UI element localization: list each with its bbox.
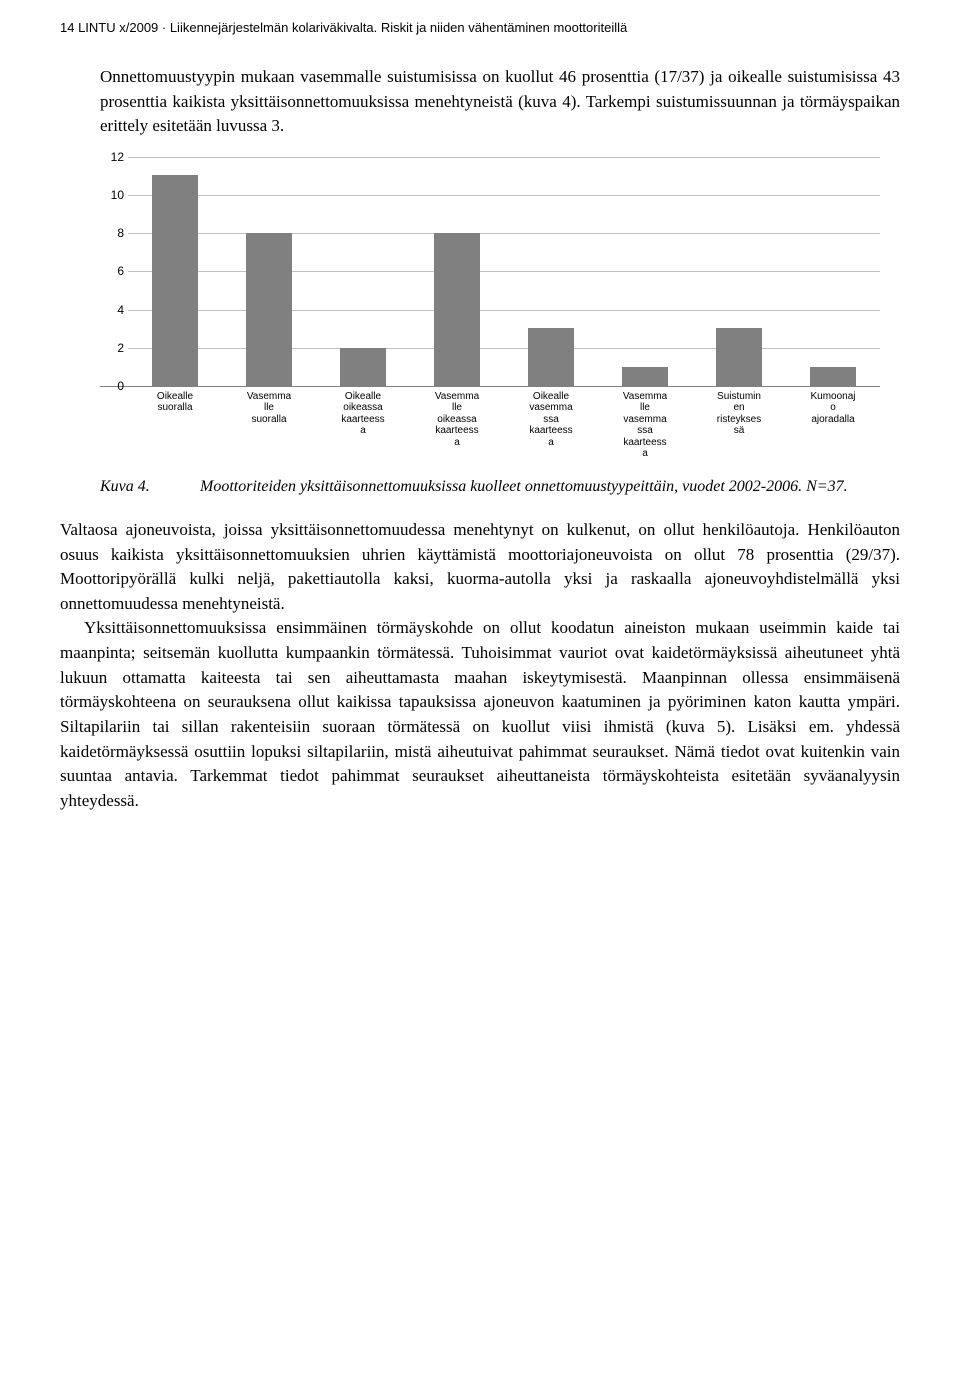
bar	[152, 175, 198, 386]
bar	[528, 328, 574, 386]
bar	[622, 367, 668, 386]
ytick-label: 6	[100, 264, 124, 278]
chart-xlabels: Oikealle suoralla Vasemmalle suoralla Oike…	[128, 391, 880, 460]
ytick-label: 0	[100, 379, 124, 393]
xtick-label: Vasemmalle vasemmassa kaarteessa	[622, 391, 668, 460]
ytick-label: 2	[100, 341, 124, 355]
xtick-label: Oikealle oikeassa kaarteessa	[340, 391, 386, 460]
xtick-label: Vasemmalle oikeassa kaarteessa	[434, 391, 480, 460]
bar-chart: 024681012	[100, 157, 880, 387]
ytick-label: 4	[100, 303, 124, 317]
page-header: 14 LINTU x/2009 · Liikennejärjestelmän k…	[60, 0, 900, 65]
xtick-label: Oikealle suoralla	[152, 391, 198, 460]
xtick-label: Vasemmalle suoralla	[246, 391, 292, 460]
ytick-label: 8	[100, 226, 124, 240]
chart-container: 024681012 Oikealle suorallaVasemmalle su…	[60, 157, 900, 460]
chart-bars	[128, 157, 880, 386]
bar	[716, 328, 762, 386]
xtick-label: Suistuminen risteyksessä	[716, 391, 762, 460]
xtick-label: Kumoonajo ajoradalla	[810, 391, 856, 460]
caption-label: Kuva 4.	[100, 478, 200, 496]
paragraph-intro: Onnettomuustyypin mukaan vasemmalle suis…	[100, 65, 900, 139]
caption-text: Moottoriteiden yksittäisonnettomuuksissa…	[200, 478, 900, 496]
xtick-label: Oikealle vasemmassa kaarteessa	[528, 391, 574, 460]
figure-caption: Kuva 4. Moottoriteiden yksittäisonnettom…	[100, 478, 900, 496]
bar	[340, 348, 386, 386]
paragraph-3: Yksittäisonnettomuuksissa ensimmäinen tö…	[60, 616, 900, 813]
bar	[810, 367, 856, 386]
bar	[434, 233, 480, 386]
ytick-label: 10	[100, 188, 124, 202]
bar	[246, 233, 292, 386]
paragraph-2: Valtaosa ajoneuvoista, joissa yksittäiso…	[60, 518, 900, 617]
ytick-label: 12	[100, 150, 124, 164]
